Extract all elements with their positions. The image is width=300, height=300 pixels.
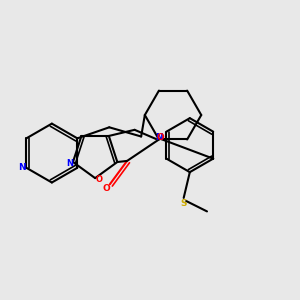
Text: N: N	[155, 133, 163, 142]
Text: O: O	[157, 133, 164, 142]
Text: O: O	[95, 176, 102, 184]
Text: O: O	[102, 184, 110, 193]
Text: N: N	[18, 163, 26, 172]
Text: N: N	[66, 159, 73, 168]
Text: S: S	[180, 199, 187, 208]
